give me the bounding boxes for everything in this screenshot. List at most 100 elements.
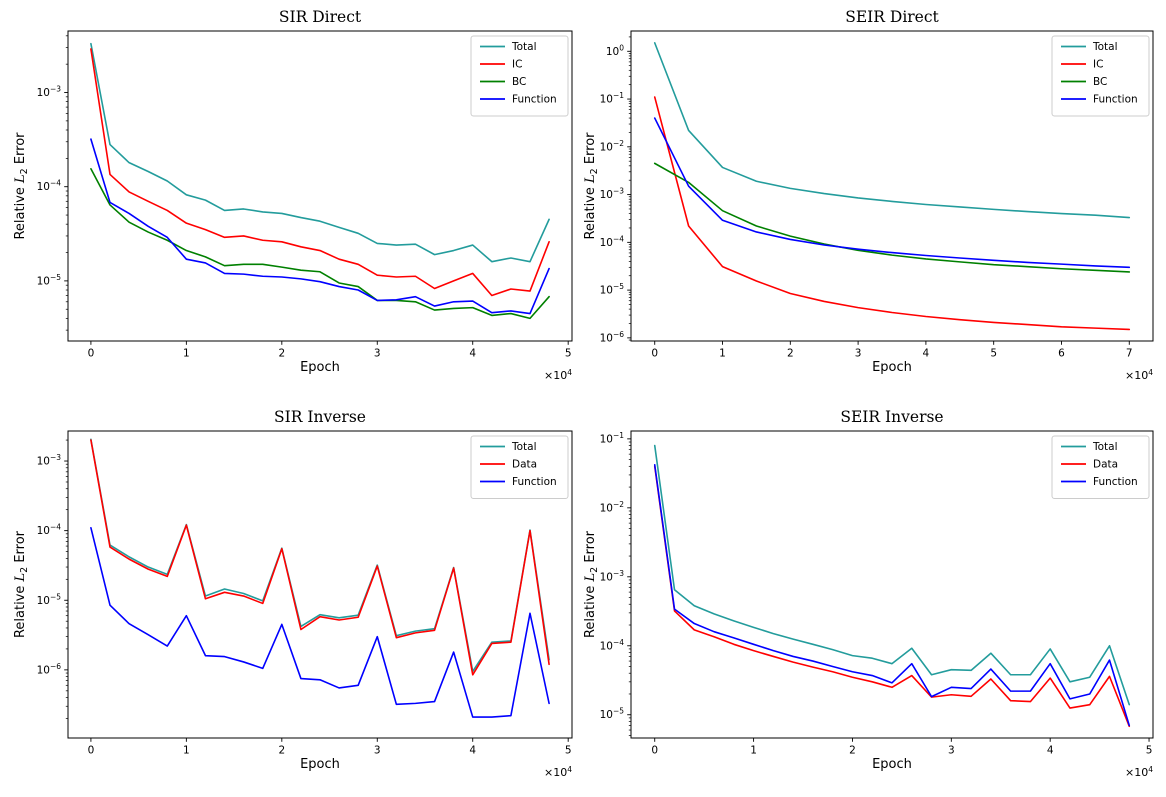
y-tick-label: 10−2 <box>600 139 625 154</box>
y-tick-label: 10−3 <box>37 85 62 100</box>
legend-label-total: Total <box>511 41 537 53</box>
x-axis-label: Epoch <box>872 360 912 375</box>
legend-label-total: Total <box>511 441 537 453</box>
x-tick-label: 2 <box>278 348 285 360</box>
plot-border <box>67 430 573 739</box>
legend-label-bc: BC <box>512 76 526 88</box>
series-line-function <box>90 526 550 718</box>
x-tick-label: 2 <box>849 745 856 757</box>
x-tick-label: 3 <box>855 348 862 360</box>
y-tick-label: 10−4 <box>37 523 62 538</box>
y-axis-label: Relative L2 Error <box>583 132 600 240</box>
plot-border <box>67 30 573 342</box>
series-line-function <box>653 464 1131 727</box>
y-axis-label: Relative L2 Error <box>13 132 30 240</box>
legend-label-function: Function <box>512 476 557 488</box>
axes-ticks <box>627 438 1150 742</box>
x-tick-label: 4 <box>469 745 476 757</box>
x-axis-label: Epoch <box>872 757 912 772</box>
x-axis-label: Epoch <box>300 360 340 375</box>
legend-label-function: Function <box>1093 476 1138 488</box>
x-tick-label: 1 <box>719 348 726 360</box>
axes-ticks <box>64 439 569 742</box>
subplot-seir-direct: 0 1 2 3 4 5 6 7 100 10−1 10−2 10−3 10−4 10−5 10−6 SEIR … <box>583 0 1166 400</box>
series-line-function <box>90 138 550 315</box>
axes-ticks <box>627 36 1130 345</box>
series-line-total <box>90 42 550 263</box>
chart-seir-inverse: 0 1 2 3 4 5 10−1 10−2 10−3 10−4 10−5 SEIR Inverse Ep… <box>583 408 1154 779</box>
legend-box <box>1051 435 1150 499</box>
series-line-function <box>653 117 1131 269</box>
legend-box <box>1051 35 1150 117</box>
plot-border <box>630 30 1154 342</box>
series-line-data <box>90 439 550 676</box>
y-tick-label: 10−6 <box>600 330 625 345</box>
legend-label-function: Function <box>1093 94 1138 106</box>
chart-title: SIR Direct <box>279 8 362 26</box>
x-tick-label: 0 <box>651 348 658 360</box>
series-line-total <box>653 444 1131 706</box>
x-tick-label: 4 <box>1047 745 1054 757</box>
x-tick-label: 3 <box>948 745 955 757</box>
y-tick-label: 10−4 <box>37 179 62 194</box>
x-tick-label: 7 <box>1126 348 1133 360</box>
y-tick-label: 10−5 <box>600 282 625 297</box>
legend-label-total: Total <box>1092 441 1118 453</box>
legend-label-ic: IC <box>1093 59 1103 71</box>
y-tick-label: 10−6 <box>37 662 62 677</box>
y-tick-label: 10−5 <box>600 707 625 722</box>
x-tick-label: 1 <box>750 745 757 757</box>
legend-label-bc: BC <box>1093 76 1107 88</box>
x-tick-label: 5 <box>565 745 572 757</box>
subplot-seir-inverse: 0 1 2 3 4 5 10−1 10−2 10−3 10−4 10−5 SEIR Inverse Ep… <box>583 400 1166 797</box>
legend: Total Data Function <box>1051 435 1150 499</box>
x-tick-label: 5 <box>1146 745 1153 757</box>
y-tick-label: 10−1 <box>600 431 625 446</box>
x-tick-label: 3 <box>374 348 381 360</box>
chart-title: SEIR Direct <box>845 8 939 26</box>
legend-box <box>470 435 569 499</box>
x-axis-label: Epoch <box>300 757 340 772</box>
x-tick-label: 0 <box>88 745 95 757</box>
legend-box <box>470 35 569 117</box>
x-tick-label: 4 <box>923 348 930 360</box>
x-tick-label: 2 <box>787 348 794 360</box>
legend: Total IC BC Function <box>1051 35 1150 117</box>
x-tick-label: 2 <box>278 745 285 757</box>
y-tick-label: 10−3 <box>37 453 62 468</box>
y-tick-label: 10−3 <box>600 187 625 202</box>
subplot-sir-direct: 0 1 2 3 4 5 10−3 10−4 10−5 SIR Direct Epoch ×104 Rel… <box>0 0 583 400</box>
chart-title: SIR Inverse <box>274 408 366 426</box>
legend-label-data: Data <box>1093 459 1118 471</box>
y-tick-label: 10−1 <box>600 91 625 106</box>
x-axis-offset-label: ×104 <box>1125 765 1153 779</box>
chart-sir-direct: 0 1 2 3 4 5 10−3 10−4 10−5 SIR Direct Epoch ×104 Rel… <box>13 8 573 382</box>
x-tick-label: 0 <box>651 745 658 757</box>
legend-label-data: Data <box>512 459 537 471</box>
series-line-bc <box>90 167 550 320</box>
series-line-total <box>653 42 1131 219</box>
x-tick-label: 5 <box>990 348 997 360</box>
series-line-ic <box>653 96 1131 331</box>
y-tick-label: 10−5 <box>37 273 62 288</box>
y-tick-label: 10−2 <box>600 500 625 515</box>
x-axis-offset-label: ×104 <box>544 765 572 779</box>
y-tick-label: 10−4 <box>600 638 625 653</box>
subplot-sir-inverse: 0 1 2 3 4 5 10−3 10−4 10−5 10−6 SIR Inverse Epoch ×1… <box>0 400 583 797</box>
plot-border <box>630 430 1154 739</box>
y-tick-label: 10−3 <box>600 569 625 584</box>
chart-title: SEIR Inverse <box>840 408 943 426</box>
chart-sir-inverse: 0 1 2 3 4 5 10−3 10−4 10−5 10−6 SIR Inverse Epoch ×1… <box>13 408 573 779</box>
x-axis-offset-label: ×104 <box>544 368 572 382</box>
axes-ticks <box>64 35 569 345</box>
legend-label-total: Total <box>1092 41 1118 53</box>
y-axis-label: Relative L2 Error <box>583 530 600 638</box>
y-tick-label: 10−5 <box>37 592 62 607</box>
y-tick-label: 100 <box>606 43 624 58</box>
x-tick-label: 1 <box>183 745 190 757</box>
legend: Total Data Function <box>470 435 569 499</box>
x-tick-label: 5 <box>565 348 572 360</box>
y-tick-label: 10−4 <box>600 234 625 249</box>
x-tick-label: 4 <box>469 348 476 360</box>
chart-seir-direct: 0 1 2 3 4 5 6 7 100 10−1 10−2 10−3 10−4 10−5 10−6 SEIR … <box>583 8 1154 382</box>
